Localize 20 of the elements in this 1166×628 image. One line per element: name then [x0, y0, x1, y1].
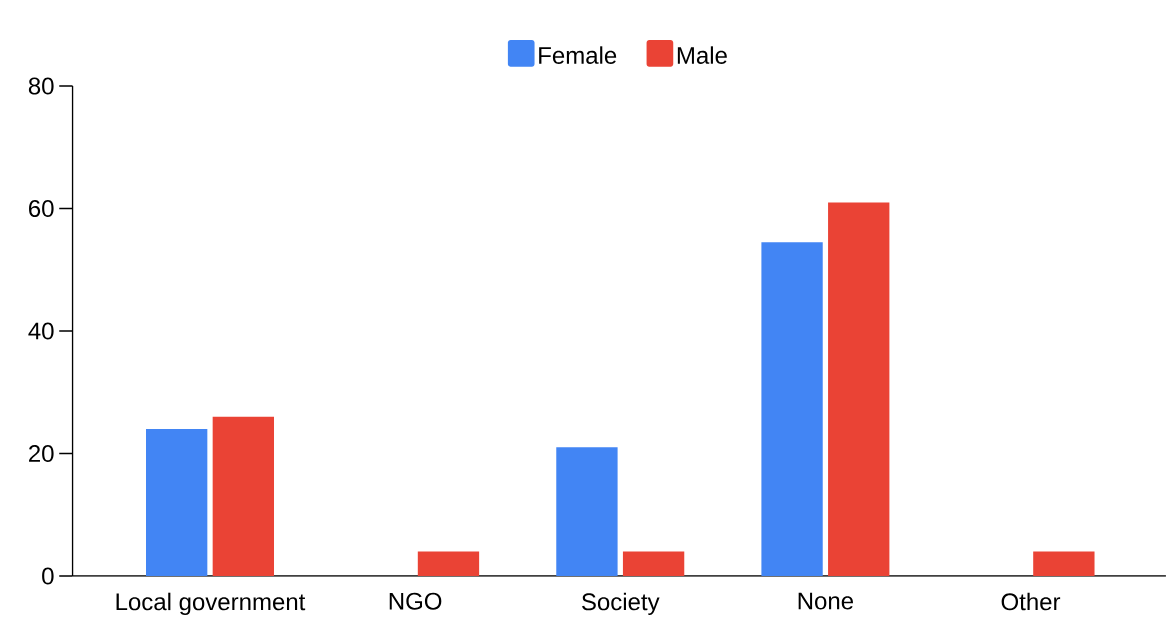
- y-tick-label: 60: [29, 199, 54, 217]
- x-tick-label: None: [798, 592, 853, 610]
- y-tick-label: 0: [42, 567, 54, 585]
- bar: [622, 551, 685, 576]
- bar: [1033, 551, 1095, 576]
- bar: [828, 202, 890, 576]
- bar: [556, 447, 618, 576]
- bar: [417, 551, 480, 576]
- x-tick-label: Other: [1001, 592, 1061, 611]
- legend-label: Male: [677, 46, 727, 64]
- y-tick-label: 40: [28, 322, 54, 340]
- x-tick-label: Local government: [116, 592, 306, 616]
- bar: [761, 242, 823, 576]
- bar: [212, 416, 274, 576]
- x-tick-label: NGO: [389, 592, 442, 610]
- y-tick-label: 80: [28, 77, 54, 95]
- bar: [146, 429, 208, 576]
- y-tick-label: 20: [29, 444, 54, 462]
- legend-label: Female: [539, 46, 617, 64]
- x-tick-label: Society: [582, 592, 660, 616]
